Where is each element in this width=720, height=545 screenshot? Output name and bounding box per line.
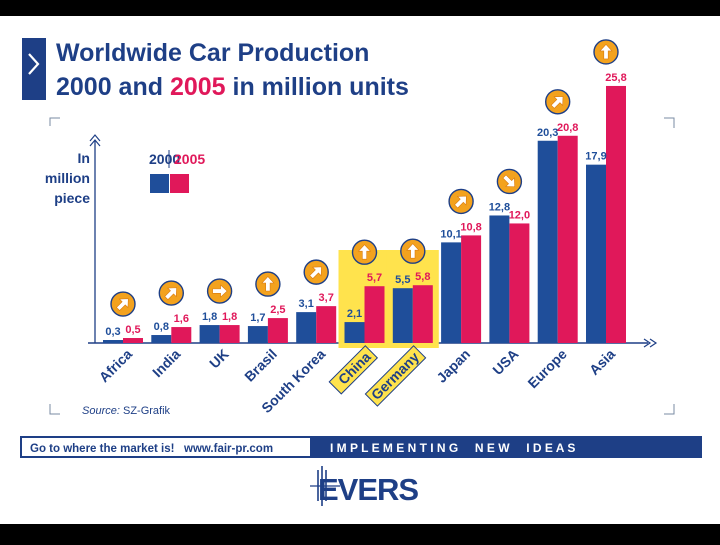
title-line-1: Worldwide Car Production (56, 39, 369, 67)
trend-right-icon (206, 278, 233, 304)
source-label: Source: (82, 405, 120, 417)
trend-up-icon (593, 39, 619, 65)
footer-website-link[interactable]: Go to where the market is! www.fair-pr.c… (30, 443, 273, 455)
trend-up-right-icon (110, 291, 136, 317)
bar-2005-japan (461, 235, 482, 343)
trend-up-icon (351, 239, 378, 265)
legend-label-2005: 2005 (174, 151, 205, 167)
title-prefix: 2000 and (56, 73, 170, 101)
value-labels-layer: 0,3 0,5 0,8 1,6 1,8 1,8 1,7 2,5 3,1 3,7 2,1 5,7 5,5 5… (105, 72, 626, 338)
value-label-2005-europe: 20,8 (557, 122, 578, 134)
bar-2000-asia (586, 164, 606, 343)
bar-2000-india (151, 335, 172, 343)
value-label-2005-south-korea: 3,7 (319, 292, 334, 304)
bar-2000-europe (537, 140, 558, 343)
bar-2000-japan (441, 242, 462, 343)
logo: EVERS (310, 466, 419, 507)
y-axis-arrow-icon (89, 134, 101, 147)
bar-2005-africa (123, 338, 143, 343)
value-label-2005-africa: 0,5 (125, 324, 140, 336)
source-value: SZ-Grafik (120, 405, 171, 417)
value-label-2000-usa: 12,8 (489, 201, 510, 213)
footer-left-box (22, 438, 310, 456)
bar-2005-germany (412, 285, 433, 343)
bar-2005-usa (509, 223, 530, 343)
value-label-2005-brasil: 2,5 (270, 304, 285, 316)
value-label-2000-europe: 20,3 (537, 127, 558, 139)
bar-2000-brasil (247, 326, 268, 343)
value-label-2000-germany: 5,5 (395, 274, 410, 286)
value-label-2005-china: 5,7 (367, 272, 382, 284)
logo-text: EVERS (318, 472, 418, 507)
legend-swatch-2000 (150, 174, 169, 193)
title-suffix: in million units (226, 73, 409, 101)
value-label-2005-germany: 5,8 (415, 271, 430, 283)
frame-corner-tr (664, 117, 675, 128)
value-label-2000-china: 2,1 (347, 308, 362, 320)
trend-up-icon (255, 271, 281, 297)
bar-2005-india (171, 327, 192, 343)
bar-2000-china (344, 322, 365, 343)
bars-layer (103, 85, 626, 343)
legend-swatch-2005 (170, 174, 189, 193)
bar-2000-africa (103, 340, 123, 343)
title-line-2: 2000 and 2005 in million units (56, 73, 409, 101)
value-label-2000-india: 0,8 (154, 321, 169, 333)
footer-slogan: I M P L E M E N T I N G N E W I D E A S (330, 441, 575, 455)
value-label-2000-japan: 10,1 (440, 228, 461, 240)
bar-2005-asia (606, 85, 626, 343)
frame-corner-bl (49, 404, 60, 415)
x-axis-arrow-icon (643, 338, 658, 348)
value-label-2005-asia: 25,8 (605, 72, 626, 84)
value-label-2000-uk: 1,8 (202, 311, 217, 323)
frame-corner-tl (49, 117, 60, 126)
y-axis-label-line-2: million (45, 170, 90, 186)
legend-label-2000: 2000 (149, 151, 180, 167)
source-note: Source: SZ-Grafik (82, 405, 171, 417)
value-label-2005-india: 1,6 (174, 313, 189, 325)
bar-2005-china (364, 286, 385, 343)
trend-down-right-icon (496, 168, 523, 195)
bar-2005-uk (219, 325, 240, 343)
trend-up-icon (400, 238, 426, 264)
bar-2000-usa (489, 215, 510, 343)
frame-corner-br (664, 404, 675, 415)
title-highlight: 2005 (170, 73, 226, 101)
value-label-2000-brasil: 1,7 (250, 312, 265, 324)
chevron-right-icon (28, 53, 40, 75)
trend-up-right-icon (448, 188, 474, 215)
value-label-2000-asia: 17,9 (585, 151, 606, 163)
value-label-2005-usa: 12,0 (509, 209, 530, 221)
trend-up-right-icon (303, 259, 329, 285)
y-axis-label-line-1: In (78, 150, 90, 166)
bar-2000-germany (392, 288, 413, 343)
trend-up-right-icon (545, 89, 571, 115)
value-label-2005-uk: 1,8 (222, 311, 237, 323)
value-label-2000-africa: 0,3 (105, 326, 120, 338)
bar-2005-south-korea (316, 306, 337, 343)
bar-2005-brasil (267, 318, 288, 343)
bar-2000-south-korea (296, 312, 317, 343)
trend-badges-layer (110, 39, 619, 317)
y-axis-label-line-3: piece (54, 190, 90, 206)
value-label-2000-south-korea: 3,1 (299, 298, 314, 310)
bar-2005-europe (557, 135, 578, 343)
value-label-2005-japan: 10,8 (460, 221, 481, 233)
trend-up-right-icon (158, 280, 185, 306)
bar-2000-uk (199, 325, 220, 343)
